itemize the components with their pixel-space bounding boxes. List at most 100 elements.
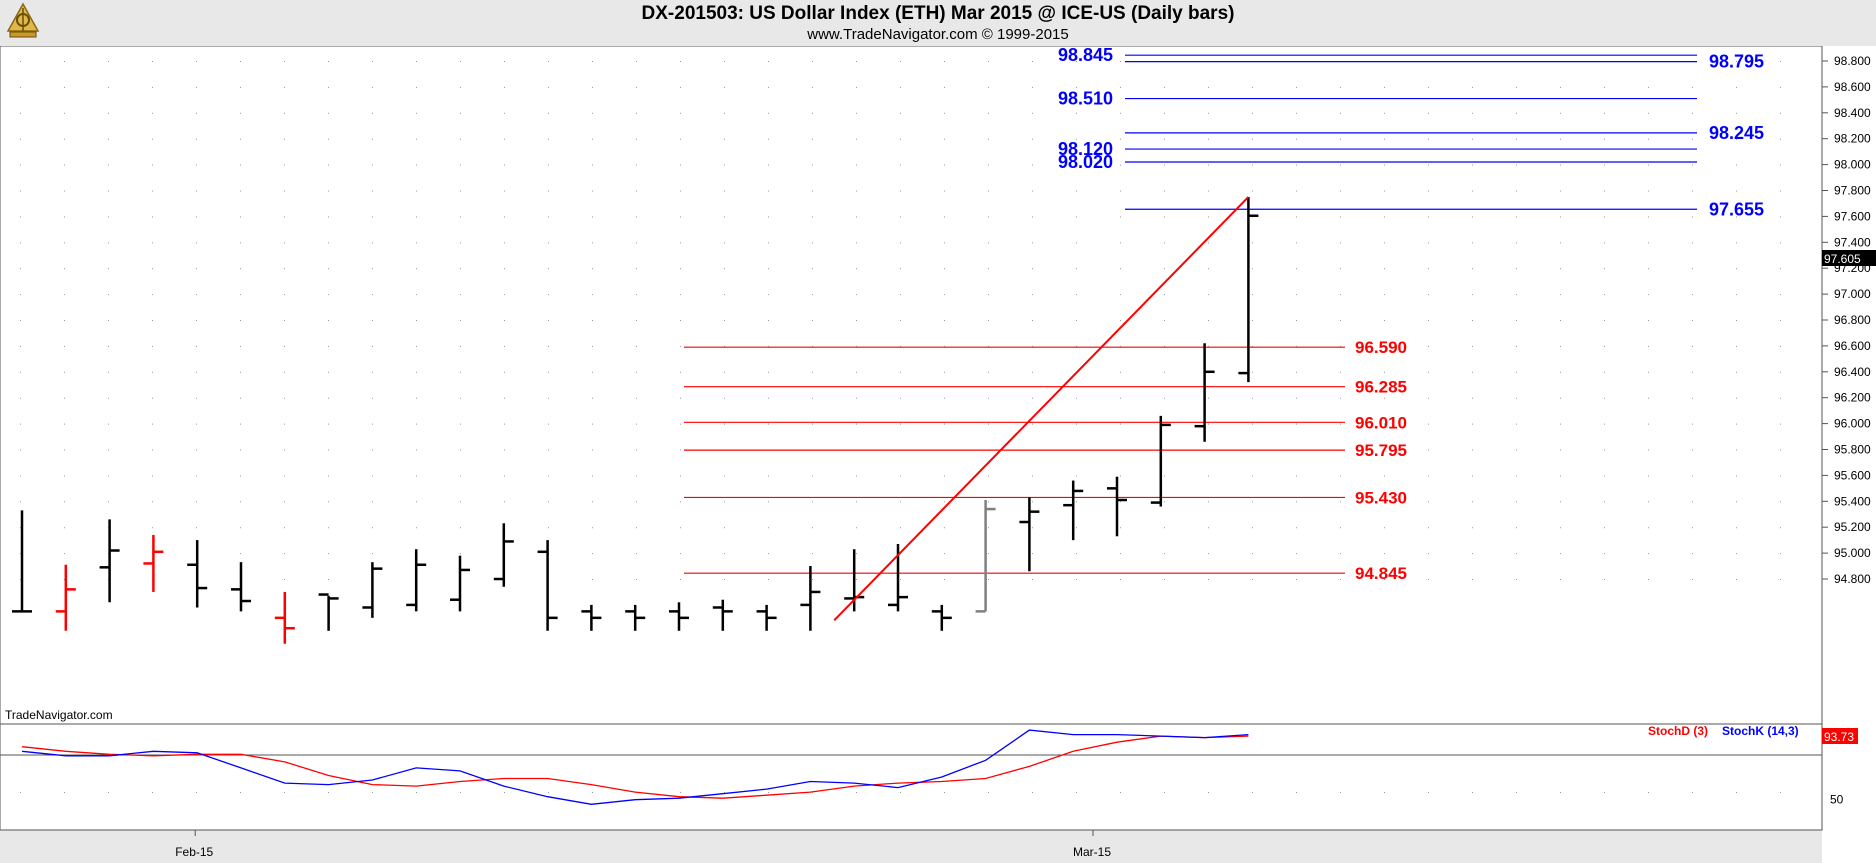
grid-dot (1252, 242, 1253, 244)
grid-dot (592, 475, 593, 477)
price-tick-label: 97.000 (1834, 287, 1871, 301)
grid-dot (1780, 242, 1781, 244)
grid-dot (1252, 527, 1253, 529)
grid-dot (1560, 294, 1561, 296)
grid-dot (1252, 112, 1253, 114)
price-tick-label: 95.200 (1834, 520, 1871, 534)
grid-dot (988, 61, 989, 62)
grid-dot (1252, 423, 1253, 425)
grid-dot (240, 423, 241, 425)
grid-dot (240, 449, 241, 451)
grid-dot (900, 164, 901, 166)
grid-dot (1120, 164, 1121, 166)
grid-dot (812, 579, 813, 580)
grid-dot (1120, 86, 1121, 88)
grid-dot (768, 345, 769, 347)
grid-dot (592, 112, 593, 114)
grid-dot (504, 294, 505, 296)
grid-dot (196, 792, 197, 793)
grid-dot (1692, 527, 1693, 529)
grid-dot (20, 449, 21, 451)
grid-dot (1164, 397, 1165, 399)
grid-dot (636, 190, 637, 192)
grid-dot (1472, 164, 1473, 166)
grid-dot (724, 164, 725, 166)
resistance-level-label: 98.845 (1058, 46, 1113, 65)
grid-dot (1736, 371, 1737, 373)
grid-dot (1648, 423, 1649, 425)
grid-dot (1340, 371, 1341, 373)
grid-dot (724, 397, 725, 399)
grid-dot (1120, 475, 1121, 477)
grid-dot (1604, 242, 1605, 244)
grid-dot (856, 553, 857, 555)
grid-dot (328, 475, 329, 477)
grid-dot (152, 216, 153, 218)
grid-dot (152, 475, 153, 477)
grid-dot (108, 501, 109, 503)
grid-dot (1384, 792, 1385, 793)
grid-dot (856, 112, 857, 114)
grid-dot (108, 320, 109, 321)
grid-dot (284, 345, 285, 347)
price-tick-label: 96.600 (1834, 339, 1871, 353)
grid-dot (1296, 397, 1297, 399)
grid-dot (1560, 138, 1561, 140)
grid-dot (460, 268, 461, 270)
grid-dot (1208, 397, 1209, 399)
grid-dot (1164, 371, 1165, 373)
time-tick-label: Mar-15 (1073, 845, 1111, 859)
stoch-value-label: 93.73 (1824, 730, 1854, 744)
grid-dot (724, 138, 725, 140)
grid-dot (812, 138, 813, 140)
grid-dot (680, 164, 681, 166)
grid-dot (636, 138, 637, 140)
grid-dot (1208, 164, 1209, 166)
grid-dot (372, 294, 373, 296)
grid-dot (372, 61, 373, 62)
grid-dot (328, 423, 329, 425)
grid-dot (1032, 501, 1033, 503)
grid-dot (1032, 216, 1033, 218)
grid-dot (20, 242, 21, 244)
grid-dot (504, 345, 505, 347)
grid-dot (812, 268, 813, 270)
grid-dot (1384, 397, 1385, 399)
grid-dot (1252, 501, 1253, 503)
grid-dot (1736, 138, 1737, 140)
grid-dot (1428, 86, 1429, 88)
grid-dot (724, 475, 725, 477)
grid-dot (1736, 268, 1737, 270)
ohlc-bar (493, 523, 514, 587)
grid-dot (768, 792, 769, 793)
grid-dot (1736, 61, 1737, 62)
grid-dot (1472, 86, 1473, 88)
grid-dot (1340, 86, 1341, 88)
grid-dot (1472, 792, 1473, 793)
grid-dot (1736, 527, 1737, 529)
grid-dot (328, 527, 329, 529)
grid-dot (1648, 138, 1649, 140)
grid-dot (900, 138, 901, 140)
grid-dot (460, 449, 461, 451)
grid-dot (1516, 320, 1517, 321)
grid-dot (1120, 371, 1121, 373)
grid-dot (944, 190, 945, 192)
grid-dot (900, 112, 901, 114)
grid-dot (636, 397, 637, 399)
grid-dot (724, 86, 725, 88)
grid-dot (64, 397, 65, 399)
grid-dot (900, 579, 901, 580)
chart-header: DX-201503: US Dollar Index (ETH) Mar 201… (0, 0, 1876, 46)
grid-dot (812, 61, 813, 62)
grid-dot (548, 449, 549, 451)
grid-dot (1120, 792, 1121, 793)
grid-dot (1296, 190, 1297, 192)
grid-dot (988, 294, 989, 296)
price-tick-label: 97.400 (1834, 235, 1871, 249)
grid-dot (592, 423, 593, 425)
time-axis-ticks: Feb-15 Mar-15 (175, 830, 1111, 859)
grid-dot (680, 112, 681, 114)
ohlc-bar (537, 540, 558, 631)
grid-dot (636, 294, 637, 296)
